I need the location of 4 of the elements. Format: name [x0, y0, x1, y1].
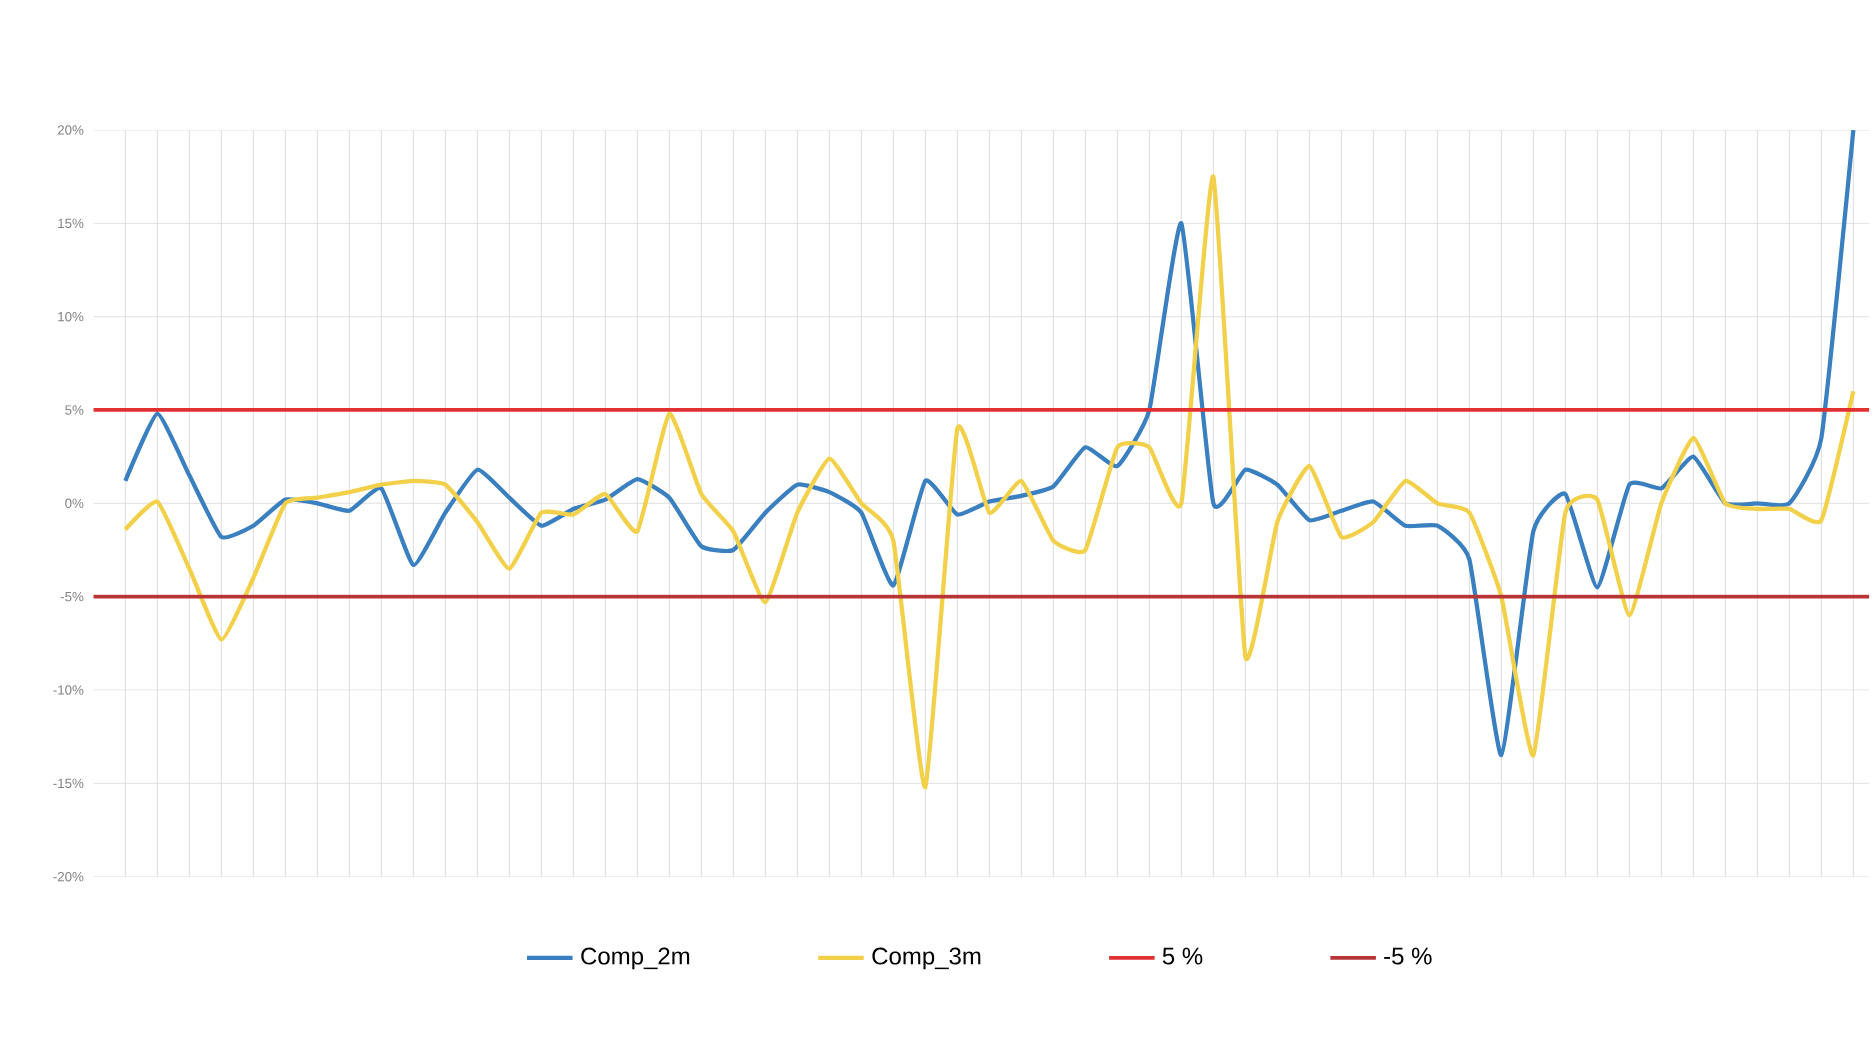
legend-label: Comp_3m: [872, 947, 981, 970]
legend-label: -5 %: [1384, 947, 1432, 965]
legend-label: 5 %: [1162, 947, 1203, 965]
legend-label: Comp_2m: [581, 947, 690, 970]
